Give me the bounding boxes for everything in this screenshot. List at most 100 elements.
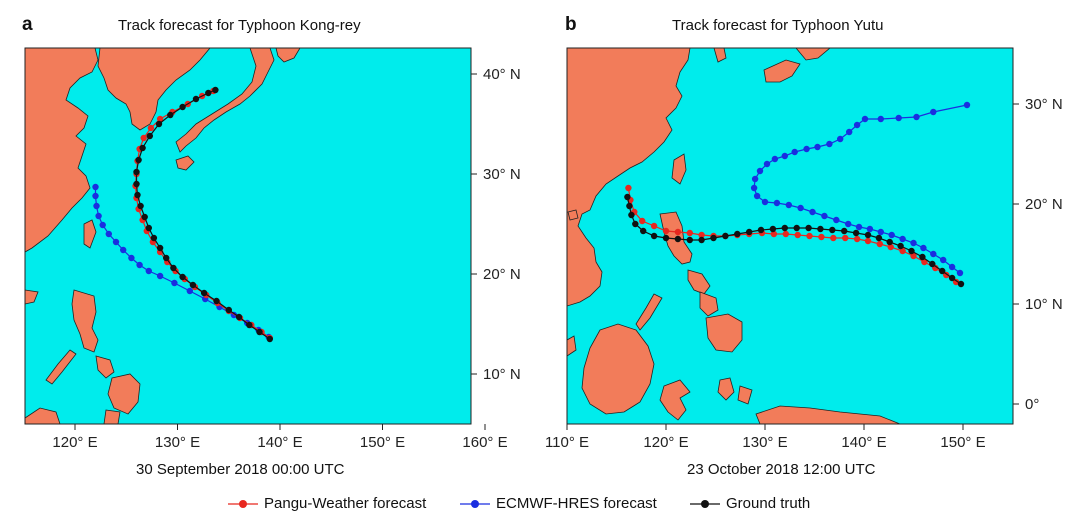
y-tick-label: 30° N	[1025, 96, 1063, 113]
truth-track-point	[150, 234, 158, 242]
truth-track-point	[137, 202, 144, 210]
pangu-track-point	[650, 222, 658, 230]
truth-track-point	[793, 224, 800, 232]
ecmwf-track-point	[120, 246, 127, 254]
panel-a-x-axis: 120° E 130° E 140° E 150° E 160° E	[52, 424, 508, 451]
ecmwf-track-point	[845, 220, 852, 228]
panel-a-land	[25, 48, 301, 424]
ecmwf-track-point	[814, 143, 821, 151]
truth-track-point	[897, 242, 904, 250]
pangu-track-point	[147, 124, 155, 132]
truth-track-point	[212, 86, 219, 94]
ecmwf-track-point	[92, 183, 99, 191]
truth-track-point	[841, 227, 848, 235]
x-tick-label: 150° E	[940, 434, 985, 451]
ecmwf-track-point	[877, 115, 884, 123]
pangu-track-point	[887, 243, 894, 251]
truth-track-point	[225, 306, 232, 314]
ecmwf-track-point	[920, 244, 927, 252]
ecmwf-track-point	[895, 114, 902, 122]
truth-track-point	[919, 253, 926, 261]
panel-b-y-axis: 0° 10° N 20° N 30° N	[1013, 96, 1063, 413]
pangu-track-point	[686, 229, 693, 237]
ecmwf-track-point	[853, 121, 861, 129]
truth-track-point	[805, 224, 812, 232]
ecmwf-track-point	[956, 269, 964, 277]
pangu-track-point	[674, 228, 682, 236]
ecmwf-track-point	[803, 145, 810, 153]
panel-b-title: Track forecast for Typhoon Yutu	[672, 17, 884, 34]
truth-track-point	[829, 226, 836, 234]
truth-track-point	[155, 120, 163, 128]
ecmwf-track-point	[826, 140, 833, 148]
pangu-track-point	[818, 233, 825, 241]
panel-b-land	[567, 48, 901, 424]
y-tick-label: 20° N	[1025, 196, 1063, 213]
truth-track-point	[886, 238, 893, 246]
ecmwf-track-point	[781, 152, 788, 160]
x-tick-label: 150° E	[360, 434, 405, 451]
ecmwf-track-point	[771, 155, 779, 163]
panel-a-y-axis: 10° N 20° N 30° N 40° N	[471, 66, 521, 383]
truth-track-point	[200, 289, 208, 297]
truth-track-point	[145, 224, 152, 232]
ecmwf-track-point	[797, 204, 804, 212]
ecmwf-track-point	[136, 261, 143, 269]
truth-track-point	[266, 335, 273, 343]
panel-a-date: 30 September 2018 00:00 UTC	[136, 461, 345, 478]
pangu-track-point	[910, 252, 917, 260]
pangu-track-point	[782, 230, 789, 238]
truth-track-point	[769, 225, 777, 233]
truth-track-point	[141, 213, 148, 221]
pangu-track-point	[639, 217, 646, 225]
x-tick-label: 120° E	[52, 434, 97, 451]
truth-track-point	[722, 232, 729, 240]
legend-item-truth: Ground truth	[690, 495, 810, 512]
ecmwf-track-point	[913, 113, 920, 121]
x-tick-label: 130° E	[155, 434, 200, 451]
truth-track-point	[781, 224, 788, 232]
truth-track-point	[163, 254, 170, 262]
panel-b-label: b	[565, 14, 577, 35]
ecmwf-track-point	[821, 212, 828, 220]
ecmwf-track-point	[105, 230, 113, 238]
ecmwf-track-point	[761, 198, 769, 206]
ecmwf-track-point	[791, 148, 798, 156]
y-tick-label: 0°	[1025, 396, 1039, 413]
truth-track-point	[864, 231, 872, 239]
pangu-track-point	[853, 235, 861, 243]
ecmwf-track-point	[99, 221, 106, 229]
pangu-track-point	[806, 232, 813, 240]
truth-swatch-icon	[690, 499, 720, 508]
truth-track-point	[746, 228, 753, 236]
ecmwf-track-point	[846, 128, 853, 136]
legend: Pangu-Weather forecast ECMWF-HRES foreca…	[0, 495, 1080, 515]
pangu-track-point	[952, 278, 960, 286]
panel-b-x-axis: 110° E 120° E 130° E 140° E 150° E	[545, 424, 986, 451]
pangu-swatch-icon	[228, 499, 258, 508]
pangu-track-point	[899, 247, 906, 255]
y-tick-label: 30° N	[483, 166, 521, 183]
y-tick-label: 10° N	[1025, 296, 1063, 313]
panel-a-label: a	[22, 14, 33, 35]
truth-track-point	[626, 202, 633, 210]
ecmwf-track-point	[930, 108, 937, 116]
y-tick-label: 10° N	[483, 366, 521, 383]
pangu-track-point	[830, 234, 837, 242]
truth-track-point	[957, 280, 965, 288]
ecmwf-track-point	[861, 115, 869, 123]
legend-label-pangu: Pangu-Weather forecast	[264, 495, 427, 512]
ecmwf-track-point	[756, 167, 764, 175]
truth-track-point	[133, 180, 140, 188]
truth-track-point	[133, 168, 140, 176]
pangu-track-line	[134, 90, 271, 339]
ecmwf-track-point	[910, 239, 917, 247]
truth-track-point	[698, 236, 705, 244]
ecmwf-track-point	[751, 175, 759, 183]
x-tick-label: 120° E	[643, 434, 688, 451]
y-tick-label: 20° N	[483, 266, 521, 283]
ecmwf-track-point	[930, 250, 937, 258]
pangu-track-point	[770, 230, 778, 238]
panel-a-map: 120° E 130° E 140° E 150° E 160° E 10° N 20° …	[24, 47, 521, 451]
ecmwf-track-point	[128, 254, 135, 262]
